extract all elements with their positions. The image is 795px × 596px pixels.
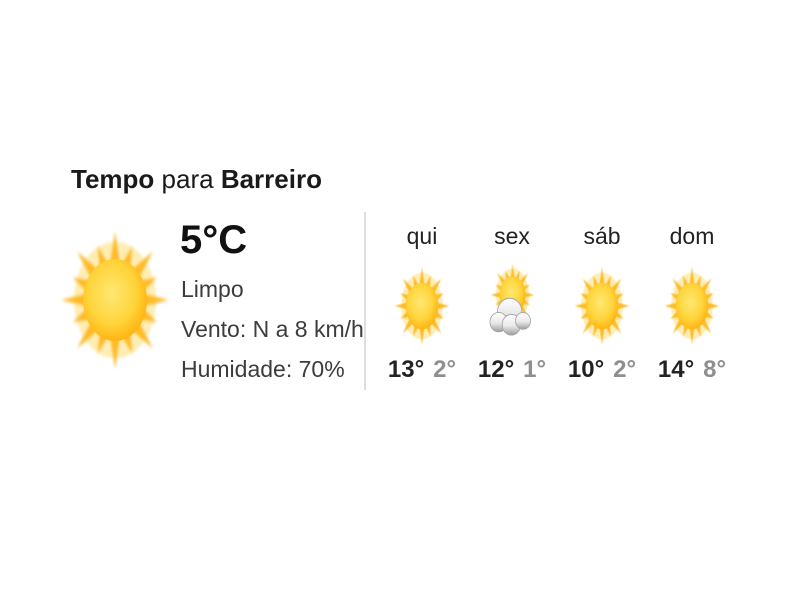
- high-temp: 14°: [657, 356, 695, 383]
- day-temperatures: 14° 8°: [658, 356, 726, 384]
- page-title: Tempo para Barreiro: [71, 162, 322, 196]
- high-temp: 10°: [567, 356, 605, 383]
- sunny-icon: [58, 226, 172, 374]
- low-temp: 8°: [703, 356, 727, 383]
- low-temp: 1°: [523, 356, 547, 383]
- day-temperatures: 13° 2°: [388, 356, 456, 384]
- high-temp: 13°: [387, 356, 425, 383]
- day-temperatures: 10° 2°: [568, 356, 636, 384]
- day-label: dom: [669, 223, 715, 249]
- low-temp: 2°: [613, 356, 637, 383]
- current-humidity: Humidade: 70%: [181, 356, 345, 382]
- forecast-row: qui 13° 2° sex 12° 1° sáb: [377, 222, 737, 384]
- title-word-para: para: [161, 164, 214, 194]
- forecast-day-dom[interactable]: dom 14° 8°: [647, 222, 737, 384]
- day-temperatures: 12° 1°: [478, 356, 546, 384]
- sunny-icon: [663, 264, 721, 348]
- forecast-day-sab[interactable]: sáb 10° 2°: [557, 222, 647, 384]
- forecast-day-qui[interactable]: qui 13° 2°: [377, 222, 467, 384]
- low-temp: 2°: [433, 356, 457, 383]
- title-word-tempo: Tempo: [71, 164, 155, 194]
- forecast-day-sex[interactable]: sex 12° 1°: [467, 222, 557, 384]
- day-label: sex: [494, 223, 530, 249]
- vertical-divider: [364, 212, 366, 390]
- sunny-icon: [573, 264, 631, 348]
- high-temp: 12°: [477, 356, 515, 383]
- title-location: Barreiro: [220, 164, 322, 194]
- day-label: qui: [406, 223, 438, 249]
- current-wind: Vento: N a 8 km/h: [181, 316, 364, 342]
- sunny-icon: [393, 264, 451, 348]
- partly-cloudy-icon: [483, 264, 541, 348]
- current-condition: Limpo: [181, 276, 244, 302]
- day-label: sáb: [583, 223, 621, 249]
- current-temperature: 5°C: [180, 218, 248, 262]
